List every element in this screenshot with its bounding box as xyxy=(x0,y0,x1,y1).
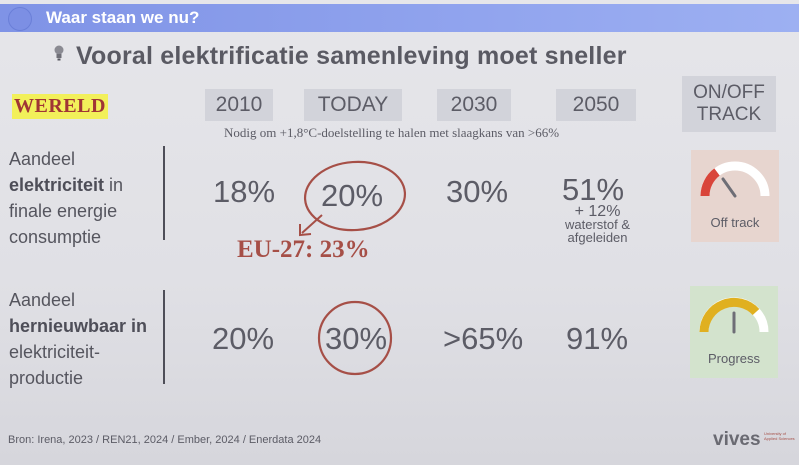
status-off-track: Off track xyxy=(691,150,779,242)
circle-annotation-today-electricity xyxy=(303,160,407,232)
circle-annotation-today-renewable xyxy=(317,300,393,376)
source-footer: Bron: Irena, 2023 / REN21, 2024 / Ember,… xyxy=(8,434,322,446)
column-header-2030: 2030 xyxy=(437,89,511,121)
value-electricity-2030: 30% xyxy=(446,174,509,209)
value-renewable-2010: 20% xyxy=(212,321,275,356)
hydrogen-note: + 12% waterstof & afgeleiden xyxy=(565,203,631,245)
status-progress: Progress xyxy=(690,286,778,378)
eu-note: EU-27: 23% xyxy=(237,236,370,263)
logo-subtext: University of Applied Sciences xyxy=(764,431,795,441)
region-badge: WERELD xyxy=(12,94,108,119)
value-renewable-2050: 91% xyxy=(566,321,629,356)
arrow-annotation-line xyxy=(301,214,323,234)
target-note: Nodig om +1,8°C-doelstelling te halen me… xyxy=(224,125,560,140)
arrow-annotation-head xyxy=(299,224,312,237)
value-electricity-2050: 51% xyxy=(562,172,625,207)
column-header-2050: 2050 xyxy=(556,89,636,121)
value-renewable-2030: >65% xyxy=(443,321,524,356)
header-bar: Waar staan we nu? xyxy=(0,4,799,32)
row-divider xyxy=(163,146,165,240)
status-progress-label: Progress xyxy=(707,351,761,366)
slide-title: Vooral elektrificatie samenleving moet s… xyxy=(76,42,627,70)
row-label-electricity: Aandeel elektriciteit in finale energie … xyxy=(9,149,124,247)
track-header: ON/OFF TRACK xyxy=(682,76,776,132)
track-header-line1: ON/OFF xyxy=(693,82,765,103)
gauge-progress-icon xyxy=(699,297,769,334)
value-renewable-today: 30% xyxy=(325,321,388,356)
value-electricity-today: 20% xyxy=(321,178,384,213)
row-label-renewable: Aandeel hernieuwbaar in elektriciteit- p… xyxy=(9,290,148,388)
status-off-track-label: Off track xyxy=(710,215,760,230)
value-electricity-2010: 18% xyxy=(213,174,276,209)
column-header-2010: 2010 xyxy=(205,89,273,121)
column-header-today: TODAY xyxy=(304,89,402,121)
bullet-icon xyxy=(54,45,64,61)
gauge-off-track-icon xyxy=(700,161,770,198)
vives-logo: vives xyxy=(713,429,761,450)
header-title: Waar staan we nu? xyxy=(46,8,200,27)
track-header-line2: TRACK xyxy=(696,104,762,125)
header-dot-icon xyxy=(8,7,32,31)
row-divider xyxy=(163,290,165,384)
